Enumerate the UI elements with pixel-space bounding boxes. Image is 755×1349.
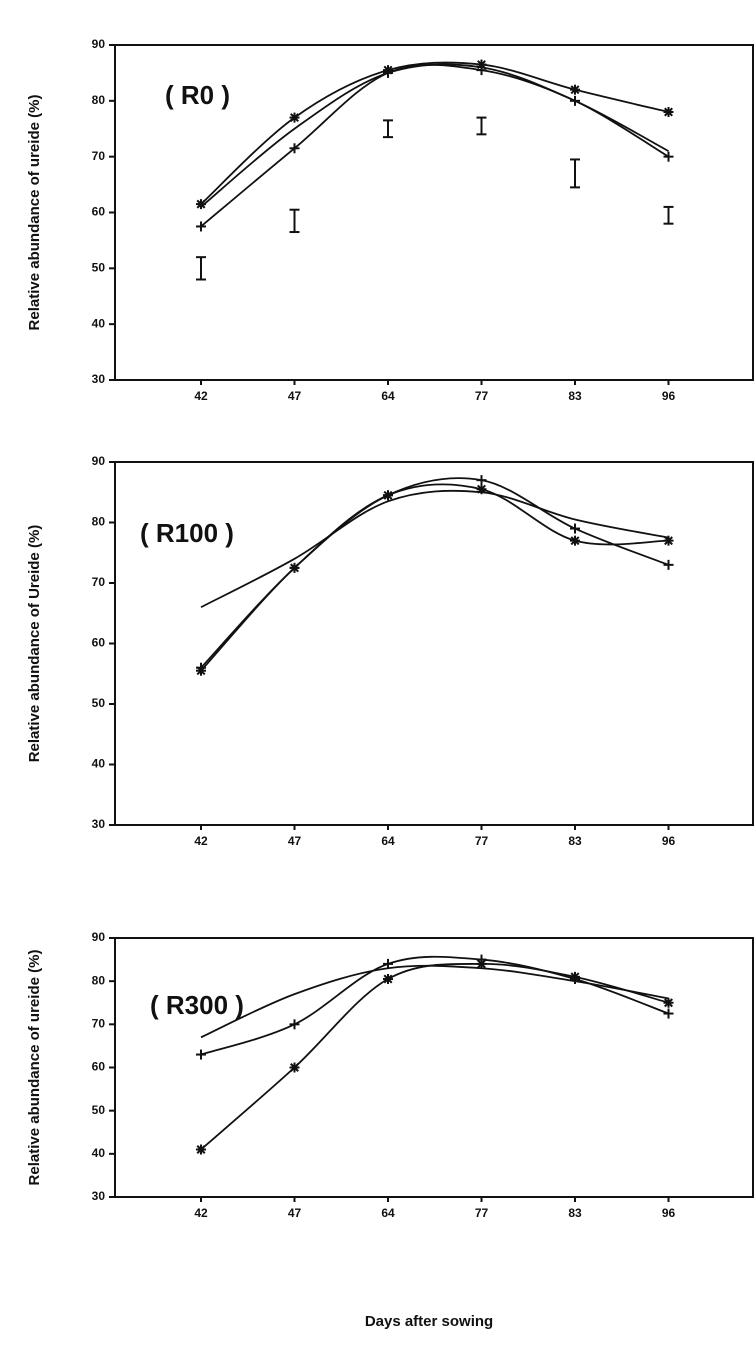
asterisk-marker (383, 974, 393, 984)
x-tick-label: 64 (381, 1206, 395, 1220)
page: {"chart_data": [ {"type": "line", "title… (0, 0, 755, 1349)
x-tick-label: 42 (194, 834, 208, 848)
asterisk-marker (570, 536, 580, 546)
panel-label: ( R0 ) (165, 80, 230, 110)
x-tick-label: 64 (381, 834, 395, 848)
y-tick-label: 40 (92, 757, 106, 771)
asterisk-marker (664, 107, 674, 117)
y-tick-label: 60 (92, 1060, 106, 1074)
x-tick-label: 77 (475, 834, 489, 848)
x-tick-label: 42 (194, 1206, 208, 1220)
y-axis-label: Relative abundance of Ureide (%) (26, 525, 43, 763)
x-tick-label: 47 (288, 1206, 302, 1220)
plus-marker (664, 560, 674, 570)
y-tick-label: 30 (92, 372, 106, 386)
y-tick-label: 30 (92, 1189, 106, 1203)
error-bar (196, 257, 206, 279)
y-tick-label: 50 (92, 261, 106, 275)
y-tick-label: 70 (92, 1017, 106, 1031)
y-tick-label: 90 (92, 930, 106, 944)
asterisk-marker (664, 998, 674, 1008)
y-tick-label: 70 (92, 575, 106, 589)
y-tick-label: 80 (92, 973, 106, 987)
series-line (201, 63, 669, 205)
asterisk-marker (196, 1145, 206, 1155)
asterisk-marker (290, 1063, 300, 1073)
series-line (201, 964, 669, 1150)
x-tick-label: 96 (662, 834, 676, 848)
y-tick-label: 70 (92, 149, 106, 163)
panel-label: ( R100 ) (140, 518, 234, 548)
series-line (201, 491, 669, 607)
plus-marker (477, 475, 487, 485)
y-tick-label: 60 (92, 636, 106, 650)
x-tick-label: 64 (381, 389, 395, 403)
x-tick-label: 83 (568, 1206, 582, 1220)
plus-marker (196, 1050, 206, 1060)
plot-frame (115, 938, 753, 1197)
series-line (201, 484, 669, 670)
y-tick-label: 80 (92, 515, 106, 529)
series-line (201, 966, 669, 1038)
error-bar (383, 120, 393, 137)
y-axis-label: Relative abundance of ureide (%) (26, 95, 43, 331)
x-tick-label: 83 (568, 389, 582, 403)
y-tick-label: 30 (92, 817, 106, 831)
y-tick-label: 60 (92, 205, 106, 219)
x-tick-label: 83 (568, 834, 582, 848)
plot-frame (115, 462, 753, 825)
chart-figure: 30 40 50 60 70 80 90 42 47 64 77 83 96 ( R0 ) Relative… (0, 0, 755, 1349)
y-tick-label: 80 (92, 93, 106, 107)
plus-marker (290, 1019, 300, 1029)
x-axis-label: Days after sowing (365, 1313, 493, 1330)
y-axis-label: Relative abundance of ureide (%) (26, 950, 43, 1186)
plus-marker (664, 1009, 674, 1019)
series-line (201, 957, 669, 1055)
x-tick-label: 77 (475, 389, 489, 403)
x-tick-label: 77 (475, 1206, 489, 1220)
error-bar (477, 118, 487, 135)
y-tick-label: 90 (92, 454, 106, 468)
error-bar (664, 207, 674, 224)
y-tick-label: 50 (92, 696, 106, 710)
panel-label: ( R300 ) (150, 990, 244, 1020)
x-tick-label: 42 (194, 389, 208, 403)
plus-marker (570, 524, 580, 534)
y-tick-label: 90 (92, 37, 106, 51)
series-line (201, 65, 669, 227)
error-bar (570, 159, 580, 187)
asterisk-marker (290, 113, 300, 123)
x-tick-label: 96 (662, 389, 676, 403)
y-tick-label: 50 (92, 1103, 106, 1117)
error-bar (290, 210, 300, 232)
x-tick-label: 47 (288, 834, 302, 848)
series-line (201, 478, 669, 668)
plus-marker (664, 152, 674, 162)
x-tick-label: 47 (288, 389, 302, 403)
y-tick-label: 40 (92, 316, 106, 330)
y-tick-label: 40 (92, 1146, 106, 1160)
x-tick-label: 96 (662, 1206, 676, 1220)
asterisk-marker (570, 85, 580, 95)
